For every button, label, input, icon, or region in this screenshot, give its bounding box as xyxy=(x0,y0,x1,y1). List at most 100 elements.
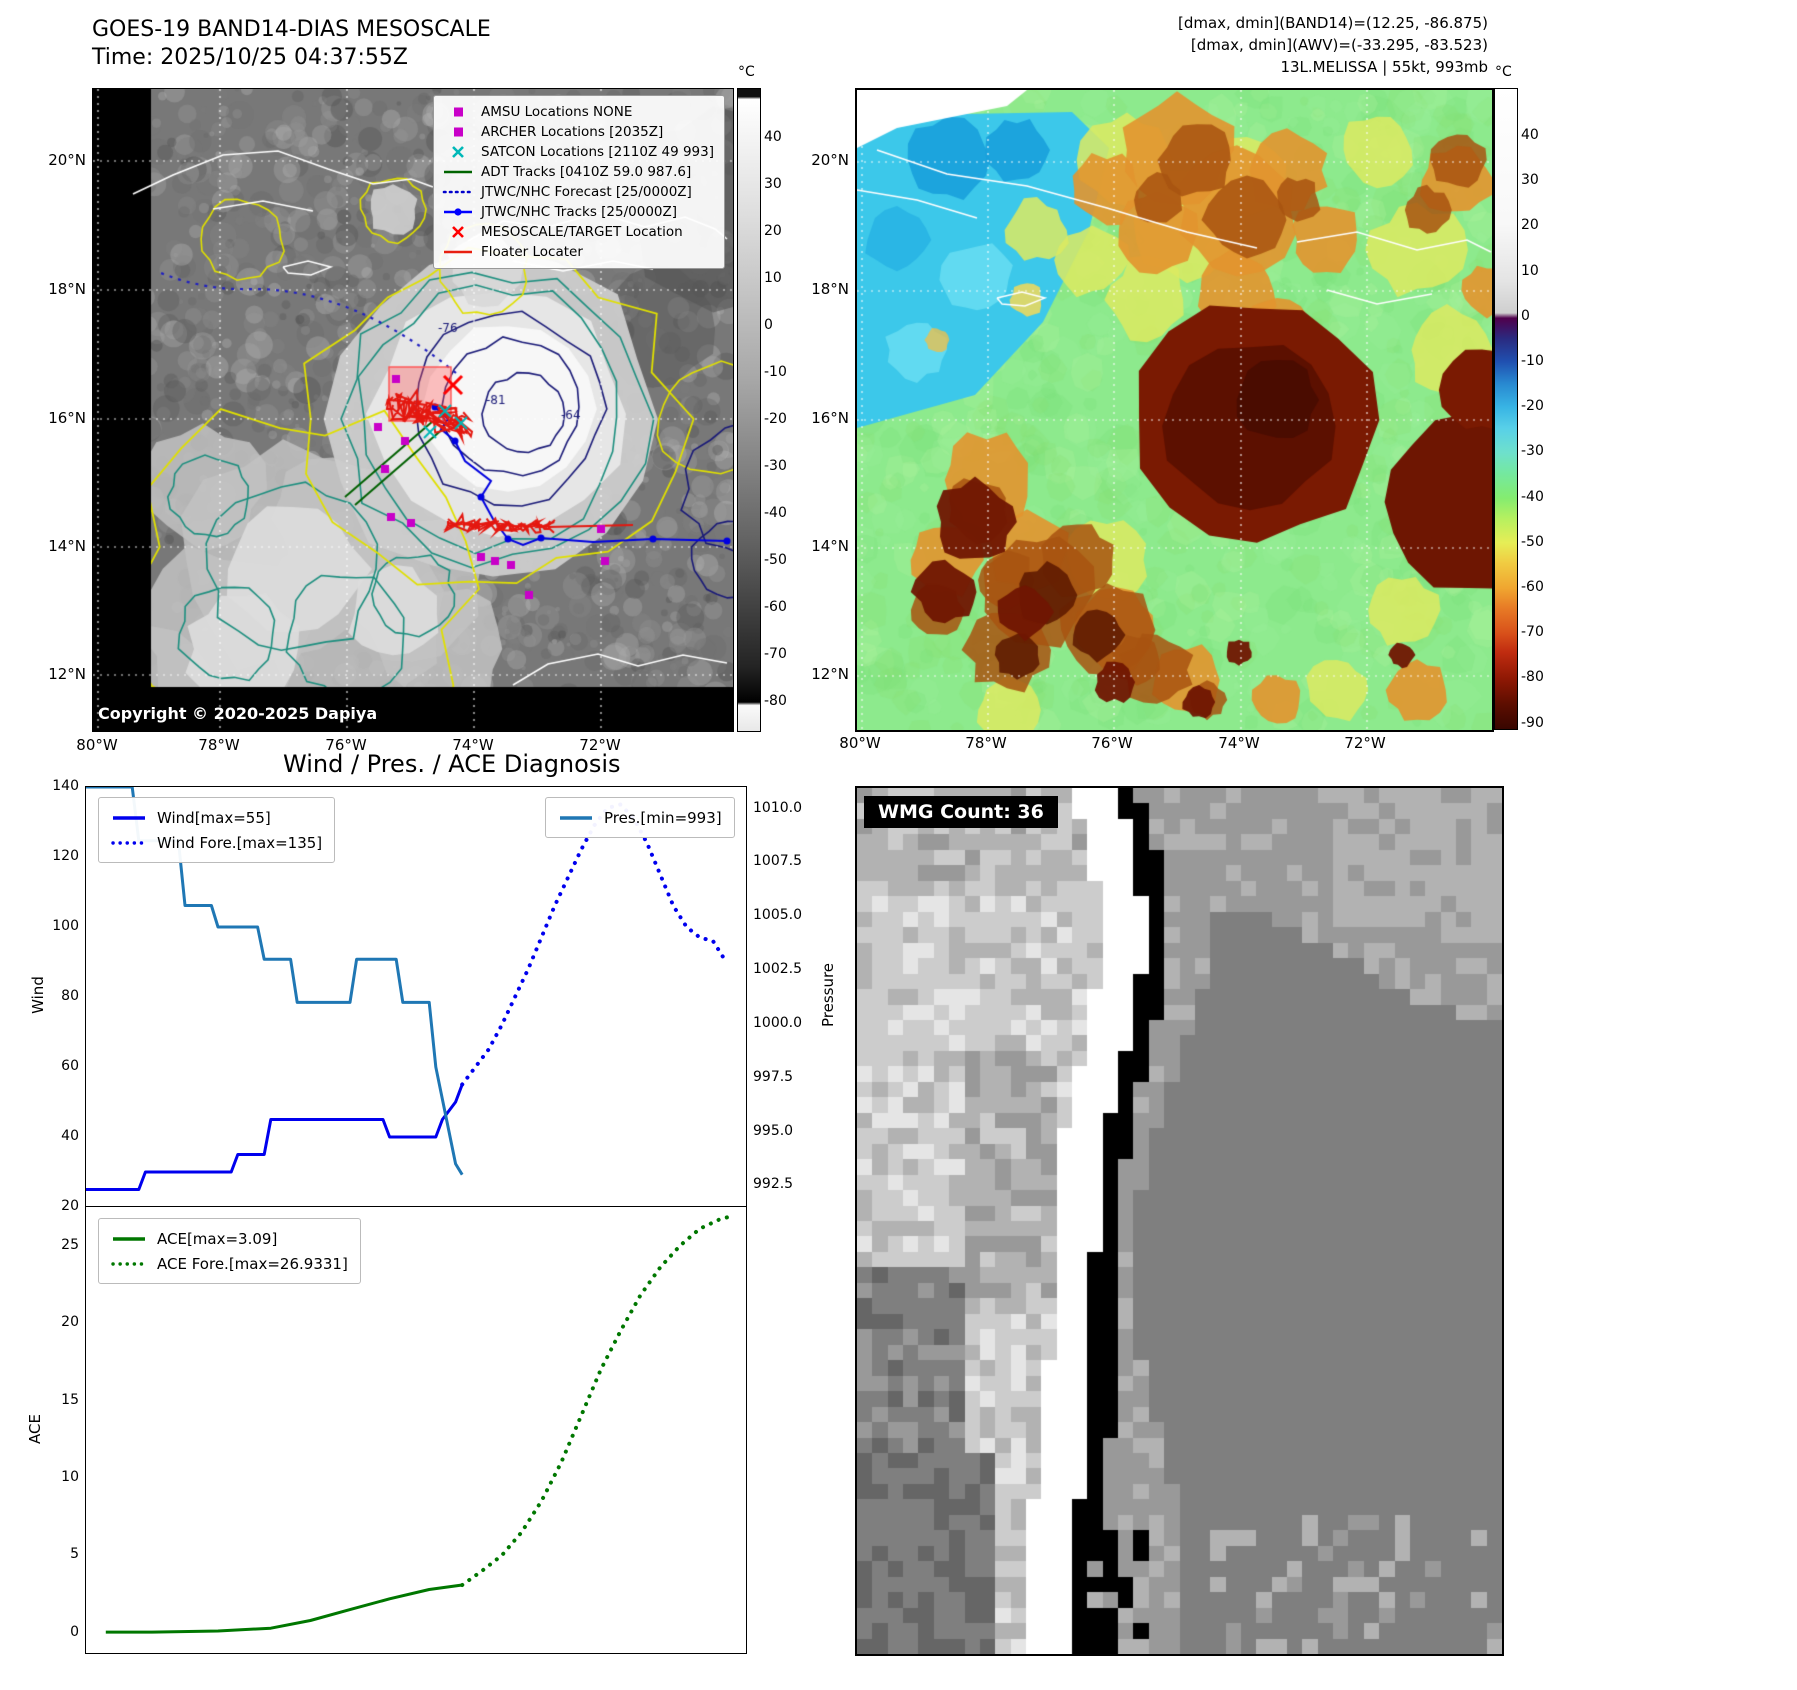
pressure-axis-tick: 997.5 xyxy=(753,1068,794,1085)
colorbar-tick: -70 xyxy=(764,646,787,662)
band14-title: GOES-19 BAND14-DIAS MESOSCALE xyxy=(92,17,491,42)
line-marker-icon xyxy=(444,170,472,174)
dotted-marker-icon xyxy=(442,190,474,194)
latitude-label: 12°N xyxy=(811,665,849,683)
legend-item-label: Wind Fore.[max=135] xyxy=(157,833,323,852)
wind-axis-tick: 20 xyxy=(61,1198,79,1214)
legend-item: ARCHER Locations [2035Z] xyxy=(442,122,714,142)
wind-axis-tick: 60 xyxy=(61,1058,79,1074)
colorbar-tick: -40 xyxy=(1521,488,1544,505)
colorbar-tick: 10 xyxy=(764,270,782,286)
dotted-line-icon xyxy=(111,1261,147,1266)
latitude-label: 20°N xyxy=(48,151,86,169)
awv-header: [dmax, dmin](BAND14)=(12.25, -86.875) [d… xyxy=(1178,12,1488,78)
ace-axis-tick: 10 xyxy=(61,1469,79,1485)
colorbar-tick: 10 xyxy=(1521,262,1539,279)
legend-item-label: AMSU Locations NONE xyxy=(481,104,633,120)
longitude-label: 78°W xyxy=(198,736,240,754)
colorbar-tick: 40 xyxy=(1521,127,1539,143)
solid-line-icon xyxy=(560,815,592,820)
legend-item-label: SATCON Locations [2110Z 49 993] xyxy=(481,144,714,160)
wmg-count-label: WMG Count: 36 xyxy=(864,796,1058,828)
awv-header-line-2: [dmax, dmin](AWV)=(-33.295, -83.523) xyxy=(1190,36,1488,54)
colorbar-tick: -10 xyxy=(1521,353,1544,369)
storm-status-line: 13L.MELISSA | 55kt, 993mb xyxy=(1280,58,1488,76)
awv-header-line-1: [dmax, dmin](BAND14)=(12.25, -86.875) xyxy=(1177,14,1488,32)
longitude-label: 76°W xyxy=(1091,734,1133,752)
latitude-label: 18°N xyxy=(48,280,86,298)
band14-legend: AMSU Locations NONE ARCHER Locations [203… xyxy=(433,95,725,269)
wind-axis-tick: 120 xyxy=(52,848,79,864)
ace-plot-area xyxy=(105,1213,735,1634)
pressure-axis-tick: 1002.5 xyxy=(753,961,802,978)
ace-axis-label: ACE xyxy=(26,1414,44,1444)
latitude-label: 14°N xyxy=(811,537,849,555)
colorbar-tick: -20 xyxy=(1521,398,1544,415)
ace-axis-tick: 0 xyxy=(70,1623,79,1640)
colorbar-tick: 30 xyxy=(1521,172,1539,189)
legend-item: JTWC/NHC Tracks [25/0000Z] xyxy=(442,202,714,222)
colorbar-tick: -30 xyxy=(764,458,787,474)
pressure-axis-tick: 1000.0 xyxy=(753,1014,802,1031)
colorbar-tick: -50 xyxy=(764,552,787,568)
chart-legend: Wind[max=55] Wind Fore.[max=135] xyxy=(98,797,336,863)
line-dot-marker-icon xyxy=(444,208,472,216)
colorbar-tick: 30 xyxy=(764,176,782,192)
ace-axis-tick: 20 xyxy=(61,1314,79,1331)
wind-axis-tick: 80 xyxy=(61,988,79,1004)
series-line xyxy=(105,1583,463,1634)
colorbar-tick: -90 xyxy=(1521,714,1544,731)
chart-legend: ACE[max=3.09] ACE Fore.[max=26.9331] xyxy=(98,1218,361,1284)
latitude-label: 14°N xyxy=(48,537,86,555)
band14-colorbar xyxy=(737,88,761,732)
legend-item: AMSU Locations NONE xyxy=(442,102,714,122)
awv-colorbar-unit: °C xyxy=(1495,64,1512,80)
legend-item: ADT Tracks [0410Z 59.0 987.6] xyxy=(442,162,714,182)
legend-item-label: JTWC/NHC Forecast [25/0000Z] xyxy=(481,184,692,200)
longitude-label: 76°W xyxy=(325,736,367,754)
colorbar-tick: -80 xyxy=(764,693,787,709)
colorbar-tick: -60 xyxy=(1521,579,1544,595)
colorbar-tick: 0 xyxy=(764,317,773,333)
copyright-text: Copyright © 2020-2025 Dapiya xyxy=(98,704,378,723)
colorbar-tick: -80 xyxy=(1521,669,1544,686)
line-marker-icon xyxy=(444,250,472,254)
longitude-label: 72°W xyxy=(1344,734,1386,752)
legend-item: SATCON Locations [2110Z 49 993] xyxy=(442,142,714,162)
legend-item-label: ACE[max=3.09] xyxy=(157,1229,278,1248)
colorbar-tick: -40 xyxy=(764,505,787,521)
series-line xyxy=(460,802,729,1087)
longitude-label: 80°W xyxy=(839,734,881,752)
pressure-axis-tick: 1005.0 xyxy=(753,907,802,924)
longitude-label: 74°W xyxy=(1218,734,1260,752)
band14-colorbar-unit: °C xyxy=(738,64,755,80)
legend-item: Floater Locater xyxy=(442,242,714,262)
x-marker-icon xyxy=(452,146,464,158)
wmg-panel: WMG Count: 36 xyxy=(855,786,1504,1656)
pressure-axis-tick: 1010.0 xyxy=(753,799,802,816)
legend-item: Wind Fore.[max=135] xyxy=(111,830,322,855)
legend-item: JTWC/NHC Forecast [25/0000Z] xyxy=(442,182,714,202)
pressure-axis-tick: 992.5 xyxy=(753,1176,794,1193)
awv-map xyxy=(855,88,1494,732)
longitude-label: 74°W xyxy=(452,736,494,754)
legend-item-label: Wind[max=55] xyxy=(157,808,271,827)
awv-colorbar xyxy=(1494,88,1518,730)
colorbar-tick: -50 xyxy=(1521,533,1544,550)
legend-item-label: ADT Tracks [0410Z 59.0 987.6] xyxy=(481,164,692,180)
solid-line-icon xyxy=(113,815,145,820)
pressure-axis-tick: 1007.5 xyxy=(753,853,802,870)
legend-item-label: JTWC/NHC Tracks [25/0000Z] xyxy=(481,204,678,220)
longitude-label: 80°W xyxy=(76,736,118,754)
colorbar-tick: 40 xyxy=(764,129,782,145)
legend-item-label: Pres.[min=993] xyxy=(604,808,722,827)
legend-item-label: ACE Fore.[max=26.9331] xyxy=(157,1254,348,1273)
chart-legend: Pres.[min=993] xyxy=(545,797,735,838)
series-line xyxy=(86,1083,464,1191)
legend-item: MESOSCALE/TARGET Location xyxy=(442,222,714,242)
awv-satellite-canvas xyxy=(857,90,1492,730)
series-line xyxy=(460,1213,735,1587)
square-marker-icon xyxy=(454,127,463,137)
colorbar-tick: -30 xyxy=(1521,443,1544,460)
